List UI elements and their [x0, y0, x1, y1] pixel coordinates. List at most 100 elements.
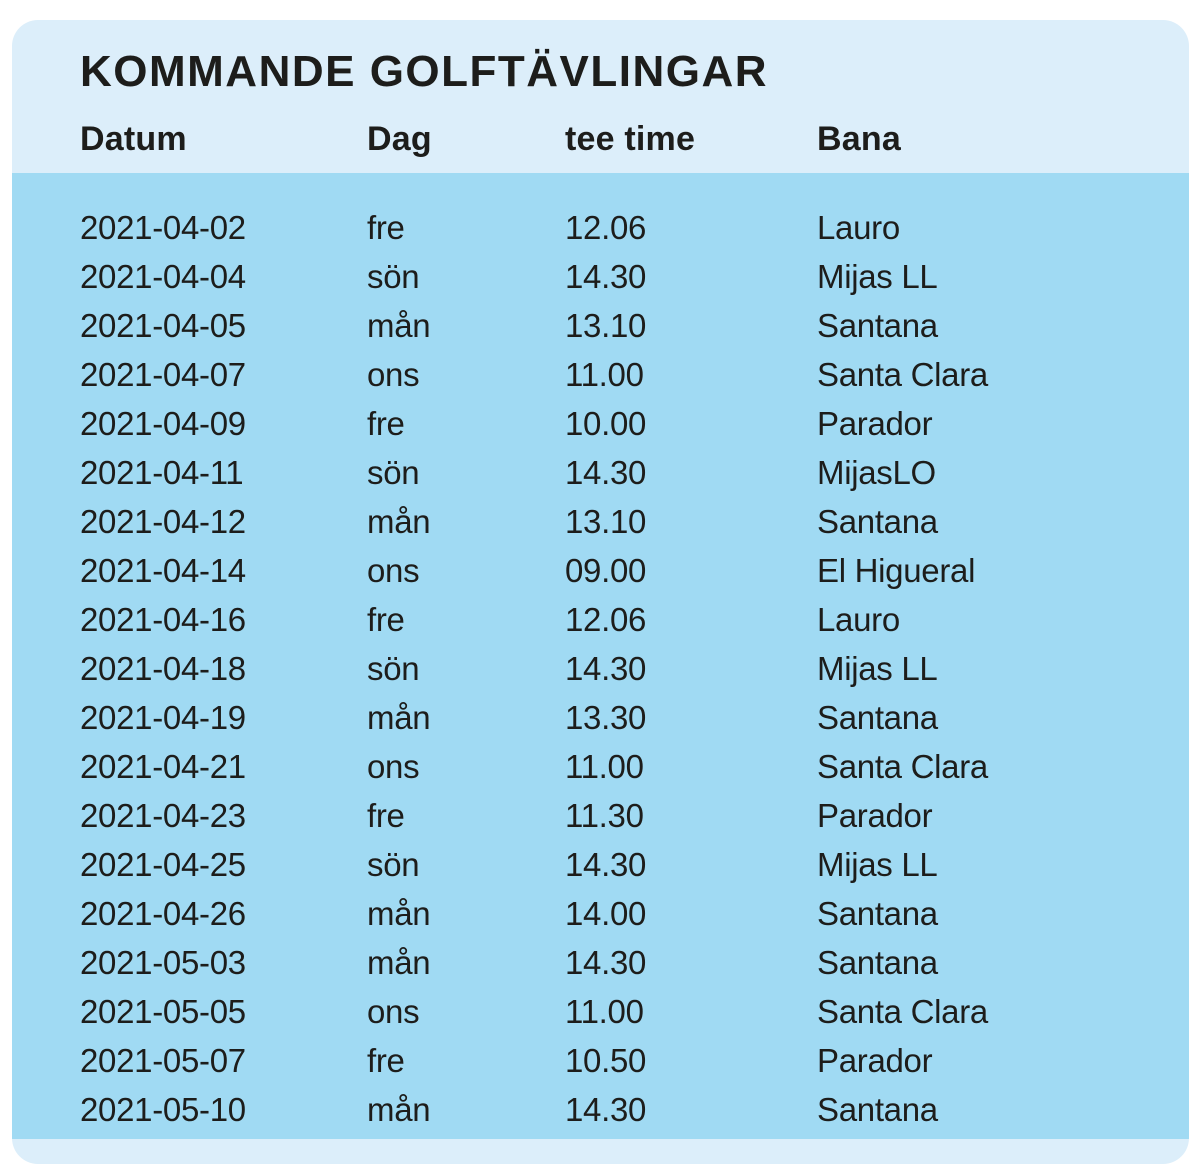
table-row: 2021-05-10 mån 14.30 Santana [12, 1085, 1189, 1134]
cell-datum: 2021-04-04 [80, 258, 246, 295]
cell-datum: 2021-04-07 [80, 356, 246, 393]
table-row: 2021-04-05 mån 13.10 Santana [12, 301, 1189, 350]
cell-tee-time: 14.30 [565, 258, 647, 295]
table-header: Datum Dag tee time Bana [12, 120, 1189, 158]
table-row: 2021-04-12 mån 13.10 Santana [12, 497, 1189, 546]
cell-bana: Santana [817, 1091, 938, 1128]
cell-bana: Parador [817, 405, 933, 442]
cell-bana: Santana [817, 699, 938, 736]
cell-dag: mån [367, 1091, 431, 1128]
table-row: 2021-04-23 fre 11.30 Parador [12, 791, 1189, 840]
cell-bana: Mijas LL [817, 258, 938, 295]
table-row: 2021-04-07 ons 11.00 Santa Clara [12, 350, 1189, 399]
cell-datum: 2021-04-02 [80, 209, 246, 246]
cell-datum: 2021-04-19 [80, 699, 246, 736]
cell-datum: 2021-04-16 [80, 601, 246, 638]
cell-tee-time: 10.00 [565, 405, 647, 442]
cell-tee-time: 13.30 [565, 699, 647, 736]
cell-bana: Santa Clara [817, 748, 988, 785]
cell-datum: 2021-04-21 [80, 748, 246, 785]
cell-dag: ons [367, 356, 420, 393]
cell-tee-time: 14.00 [565, 895, 647, 932]
table-body: 2021-04-02 fre 12.06 Lauro 2021-04-04 sö… [12, 173, 1189, 1139]
cell-tee-time: 12.06 [565, 601, 647, 638]
cell-tee-time: 14.30 [565, 454, 647, 491]
cell-dag: ons [367, 552, 420, 589]
table-row: 2021-04-25 sön 14.30 Mijas LL [12, 840, 1189, 889]
cell-dag: sön [367, 846, 420, 883]
table-row: 2021-05-05 ons 11.00 Santa Clara [12, 987, 1189, 1036]
cell-bana: MijasLO [817, 454, 936, 491]
cell-tee-time: 12.06 [565, 209, 647, 246]
table-row: 2021-04-16 fre 12.06 Lauro [12, 595, 1189, 644]
cell-bana: Santa Clara [817, 356, 988, 393]
cell-dag: fre [367, 601, 405, 638]
cell-datum: 2021-04-26 [80, 895, 246, 932]
cell-dag: mån [367, 895, 431, 932]
cell-tee-time: 14.30 [565, 1091, 647, 1128]
cell-tee-time: 11.00 [565, 356, 644, 393]
cell-bana: Lauro [817, 601, 900, 638]
cell-tee-time: 10.50 [565, 1042, 647, 1079]
cell-bana: Lauro [817, 209, 900, 246]
cell-datum: 2021-04-12 [80, 503, 246, 540]
cell-bana: Santana [817, 944, 938, 981]
cell-dag: mån [367, 944, 431, 981]
cell-dag: ons [367, 993, 420, 1030]
table-row: 2021-04-11 sön 14.30 MijasLO [12, 448, 1189, 497]
cell-dag: mån [367, 699, 431, 736]
cell-datum: 2021-04-05 [80, 307, 246, 344]
column-header-tee-time: tee time [565, 120, 696, 158]
cell-datum: 2021-05-10 [80, 1091, 246, 1128]
table-row: 2021-04-19 mån 13.30 Santana [12, 693, 1189, 742]
page-title: KOMMANDE GOLFTÄVLINGAR [80, 47, 769, 96]
cell-tee-time: 14.30 [565, 846, 647, 883]
cell-dag: ons [367, 748, 420, 785]
cell-dag: sön [367, 258, 420, 295]
cell-datum: 2021-04-23 [80, 797, 246, 834]
cell-tee-time: 09.00 [565, 552, 647, 589]
cell-datum: 2021-04-18 [80, 650, 246, 687]
cell-datum: 2021-05-05 [80, 993, 246, 1030]
column-header-bana: Bana [817, 120, 901, 158]
cell-dag: fre [367, 797, 405, 834]
cell-dag: fre [367, 209, 405, 246]
cell-datum: 2021-05-07 [80, 1042, 246, 1079]
cell-bana: Parador [817, 1042, 933, 1079]
table-row: 2021-05-03 mån 14.30 Santana [12, 938, 1189, 987]
cell-tee-time: 11.30 [565, 797, 644, 834]
cell-bana: Santana [817, 503, 938, 540]
cell-datum: 2021-04-09 [80, 405, 246, 442]
table-row: 2021-04-09 fre 10.00 Parador [12, 399, 1189, 448]
schedule-card: KOMMANDE GOLFTÄVLINGAR Datum Dag tee tim… [12, 20, 1189, 1164]
cell-datum: 2021-05-03 [80, 944, 246, 981]
cell-dag: mån [367, 307, 431, 344]
cell-datum: 2021-04-14 [80, 552, 246, 589]
table-row: 2021-04-14 ons 09.00 El Higueral [12, 546, 1189, 595]
cell-tee-time: 14.30 [565, 944, 647, 981]
cell-tee-time: 13.10 [565, 307, 647, 344]
table-row: 2021-04-18 sön 14.30 Mijas LL [12, 644, 1189, 693]
cell-tee-time: 11.00 [565, 748, 644, 785]
cell-bana: Santa Clara [817, 993, 988, 1030]
cell-dag: sön [367, 454, 420, 491]
table-row: 2021-04-02 fre 12.06 Lauro [12, 203, 1189, 252]
cell-bana: Parador [817, 797, 933, 834]
table-row: 2021-04-26 mån 14.00 Santana [12, 889, 1189, 938]
table-row: 2021-05-07 fre 10.50 Parador [12, 1036, 1189, 1085]
cell-bana: Mijas LL [817, 846, 938, 883]
table-row: 2021-04-21 ons 11.00 Santa Clara [12, 742, 1189, 791]
cell-bana: Santana [817, 895, 938, 932]
cell-dag: fre [367, 405, 405, 442]
cell-tee-time: 11.00 [565, 993, 644, 1030]
cell-datum: 2021-04-25 [80, 846, 246, 883]
cell-tee-time: 14.30 [565, 650, 647, 687]
cell-bana: Santana [817, 307, 938, 344]
cell-dag: fre [367, 1042, 405, 1079]
column-header-datum: Datum [80, 120, 187, 158]
column-header-dag: Dag [367, 120, 432, 158]
cell-bana: El Higueral [817, 552, 976, 589]
cell-bana: Mijas LL [817, 650, 938, 687]
cell-tee-time: 13.10 [565, 503, 647, 540]
cell-datum: 2021-04-11 [80, 454, 244, 491]
